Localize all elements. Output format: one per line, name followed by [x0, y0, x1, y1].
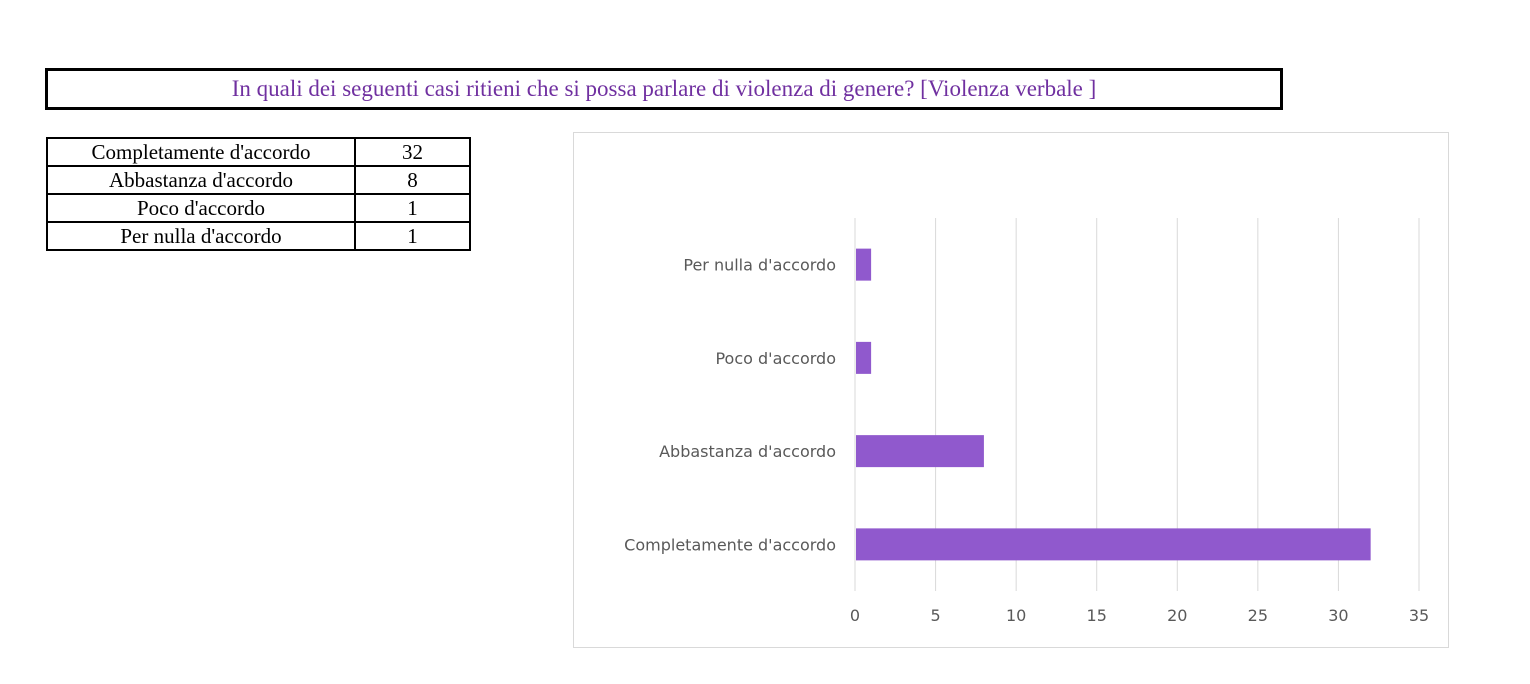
category-label: Poco d'accordo	[715, 349, 836, 368]
table-cell-label: Completamente d'accordo	[46, 137, 356, 167]
table-cell-value: 32	[354, 137, 471, 167]
bar-chart: 0 5 10 15 20 25 30 35 Completamente d'accordo Abb…	[624, 218, 1429, 625]
page-title: In quali dei seguenti casi ritieni che s…	[45, 68, 1283, 110]
x-tick-label: 25	[1248, 606, 1268, 625]
summary-table: Completamente d'accordo 32 Abbastanza d'ac…	[46, 137, 471, 251]
x-tick-label: 0	[850, 606, 860, 625]
table-row: Completamente d'accordo 32	[46, 137, 471, 167]
table-row: Per nulla d'accordo 1	[46, 221, 471, 251]
bar	[856, 528, 1371, 561]
bar	[856, 435, 984, 468]
table-cell-label: Poco d'accordo	[46, 193, 356, 223]
table-cell-label: Abbastanza d'accordo	[46, 165, 356, 195]
bar	[856, 248, 872, 281]
x-tick-label: 10	[1006, 606, 1026, 625]
chart-frame: 0 5 10 15 20 25 30 35 Completamente d'accordo Abb…	[573, 132, 1449, 648]
x-tick-label: 5	[930, 606, 940, 625]
table-cell-value: 1	[354, 193, 471, 223]
x-tick-label: 20	[1167, 606, 1187, 625]
table-cell-value: 1	[354, 221, 471, 251]
x-tick-label: 30	[1328, 606, 1348, 625]
category-label: Abbastanza d'accordo	[659, 442, 836, 461]
table-cell-value: 8	[354, 165, 471, 195]
x-tick-label: 35	[1409, 606, 1429, 625]
category-label: Completamente d'accordo	[624, 535, 836, 554]
category-label: Per nulla d'accordo	[683, 256, 836, 275]
x-tick-label: 15	[1087, 606, 1107, 625]
table-row: Poco d'accordo 1	[46, 193, 471, 223]
table-cell-label: Per nulla d'accordo	[46, 221, 356, 251]
table-row: Abbastanza d'accordo 8	[46, 165, 471, 195]
bar	[856, 341, 872, 374]
